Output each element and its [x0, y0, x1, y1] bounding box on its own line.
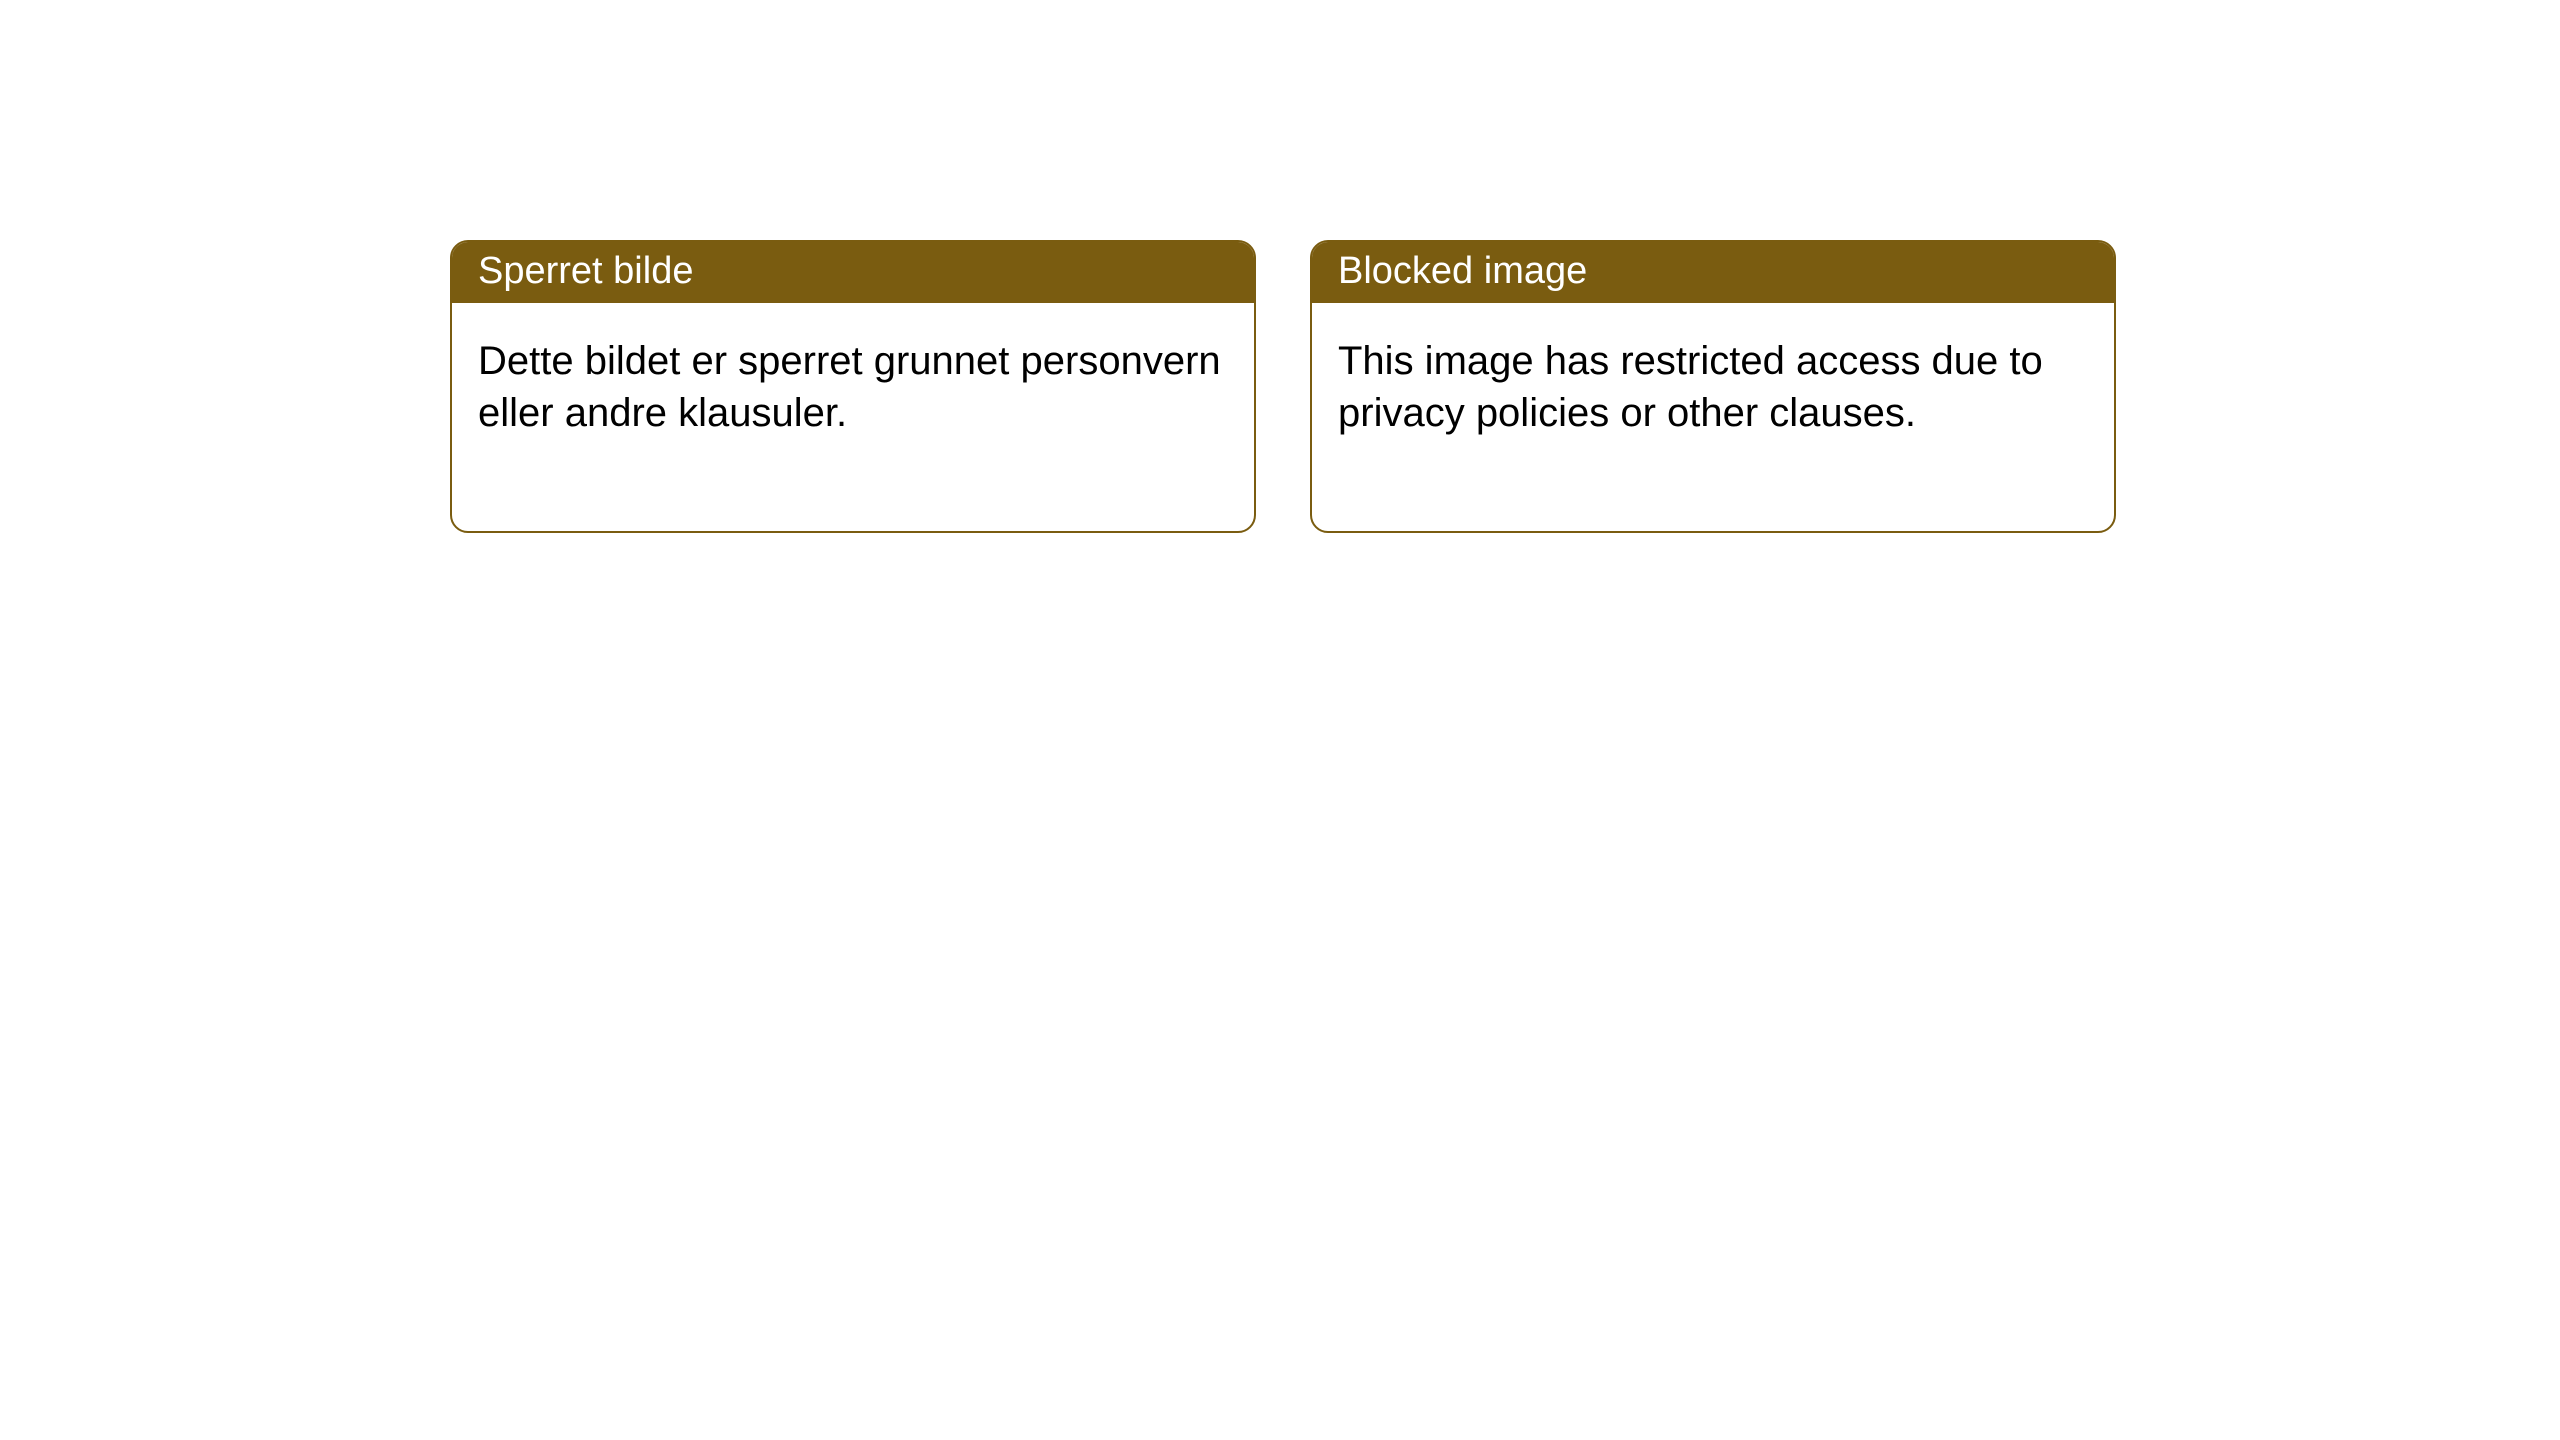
notice-title-english: Blocked image [1312, 242, 2114, 303]
notice-body-norwegian: Dette bildet er sperret grunnet personve… [452, 303, 1254, 531]
notice-container: Sperret bilde Dette bildet er sperret gr… [0, 0, 2560, 533]
notice-title-norwegian: Sperret bilde [452, 242, 1254, 303]
notice-card-english: Blocked image This image has restricted … [1310, 240, 2116, 533]
notice-body-english: This image has restricted access due to … [1312, 303, 2114, 531]
notice-card-norwegian: Sperret bilde Dette bildet er sperret gr… [450, 240, 1256, 533]
